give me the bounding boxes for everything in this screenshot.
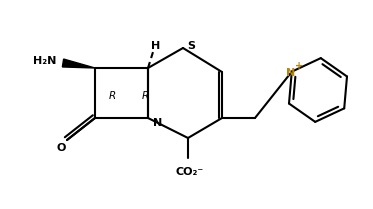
Polygon shape <box>62 59 95 68</box>
Text: CO₂⁻: CO₂⁻ <box>176 167 204 177</box>
Text: H₂N: H₂N <box>33 56 57 66</box>
Text: H: H <box>151 41 161 51</box>
Text: +: + <box>295 61 303 71</box>
Text: S: S <box>187 41 195 51</box>
Text: N: N <box>153 118 163 128</box>
Text: R: R <box>109 91 116 101</box>
Text: O: O <box>56 143 66 153</box>
Text: N: N <box>286 68 295 78</box>
Text: R: R <box>141 91 148 101</box>
